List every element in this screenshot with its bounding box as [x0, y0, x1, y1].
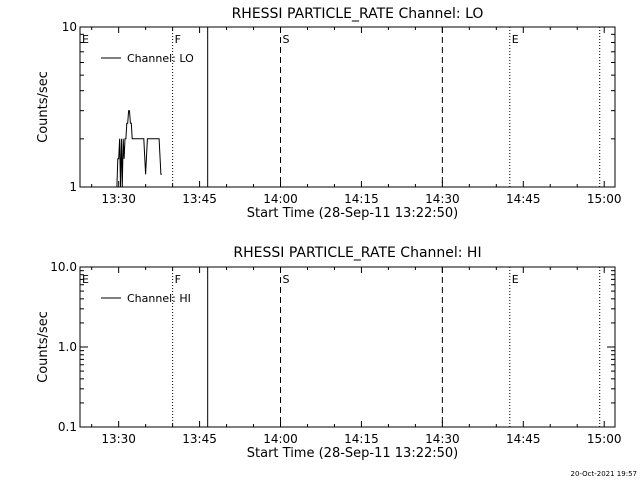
legend-entry: Channel: LO — [127, 52, 194, 65]
x-tick-label: 14:30 — [425, 192, 460, 206]
event-marker-label: S — [283, 33, 290, 46]
x-tick-label: 14:45 — [506, 192, 541, 206]
y-tick-label: 0.1 — [58, 420, 77, 434]
x-axis-label: Start Time (28-Sep-11 13:22:50) — [247, 206, 458, 221]
x-tick-label: 14:00 — [263, 192, 298, 206]
chart-title: RHESSI PARTICLE_RATE Channel: HI — [233, 245, 481, 261]
x-axis-label: Start Time (28-Sep-11 13:22:50) — [247, 446, 458, 461]
y-tick-label: 10.0 — [50, 260, 77, 274]
x-tick-label: 15:00 — [587, 432, 622, 446]
footer-timestamp: 20-Oct-2021 19:57 — [571, 470, 637, 478]
event-marker-label: E — [82, 33, 89, 46]
x-tick-label: 14:15 — [344, 192, 379, 206]
plot-frame — [79, 26, 616, 188]
y-tick-label: 10 — [62, 20, 77, 34]
chart-hi: RHESSI PARTICLE_RATE Channel: HI 13:30 13:… — [36, 245, 622, 461]
event-marker-label: F — [175, 273, 181, 286]
x-tick-label: 13:30 — [101, 192, 136, 206]
y-tick-label: 1.0 — [58, 340, 77, 354]
y-axis-label: Counts/sec — [36, 311, 51, 383]
event-marker-label: E — [82, 273, 89, 286]
x-tick-label: 13:30 — [101, 432, 136, 446]
chart-lo: RHESSI PARTICLE_RATE Channel: LO 13:30 13:… — [36, 6, 622, 221]
event-marker-label: E — [512, 33, 519, 46]
chart-title: RHESSI PARTICLE_RATE Channel: LO — [232, 6, 484, 22]
x-tick-label: 13:45 — [182, 432, 217, 446]
legend-entry: Channel: HI — [127, 292, 191, 305]
x-tick-label: 14:30 — [425, 432, 460, 446]
x-tick-label: 15:00 — [587, 192, 622, 206]
event-marker-label: E — [512, 273, 519, 286]
event-marker-label: S — [283, 273, 290, 286]
x-tick-label: 14:45 — [506, 432, 541, 446]
plot-frame — [79, 266, 616, 428]
y-axis-label: Counts/sec — [36, 71, 51, 143]
x-tick-label: 14:15 — [344, 432, 379, 446]
x-tick-label: 14:00 — [263, 432, 298, 446]
y-tick-label: 1 — [69, 180, 77, 194]
event-marker-label: F — [175, 33, 181, 46]
series-line — [116, 110, 162, 188]
x-tick-label: 13:45 — [182, 192, 217, 206]
